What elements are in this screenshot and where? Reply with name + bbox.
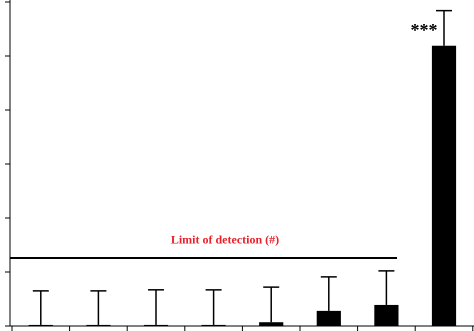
bar [143, 324, 169, 326]
bar [86, 324, 111, 326]
bar [374, 304, 399, 326]
bar [316, 310, 341, 326]
bar [201, 324, 226, 326]
reference-label: Limit of detection (#) [171, 233, 279, 247]
bar [259, 322, 284, 326]
bar [431, 45, 457, 327]
bar [28, 324, 53, 326]
significance-label: *** [411, 20, 438, 40]
